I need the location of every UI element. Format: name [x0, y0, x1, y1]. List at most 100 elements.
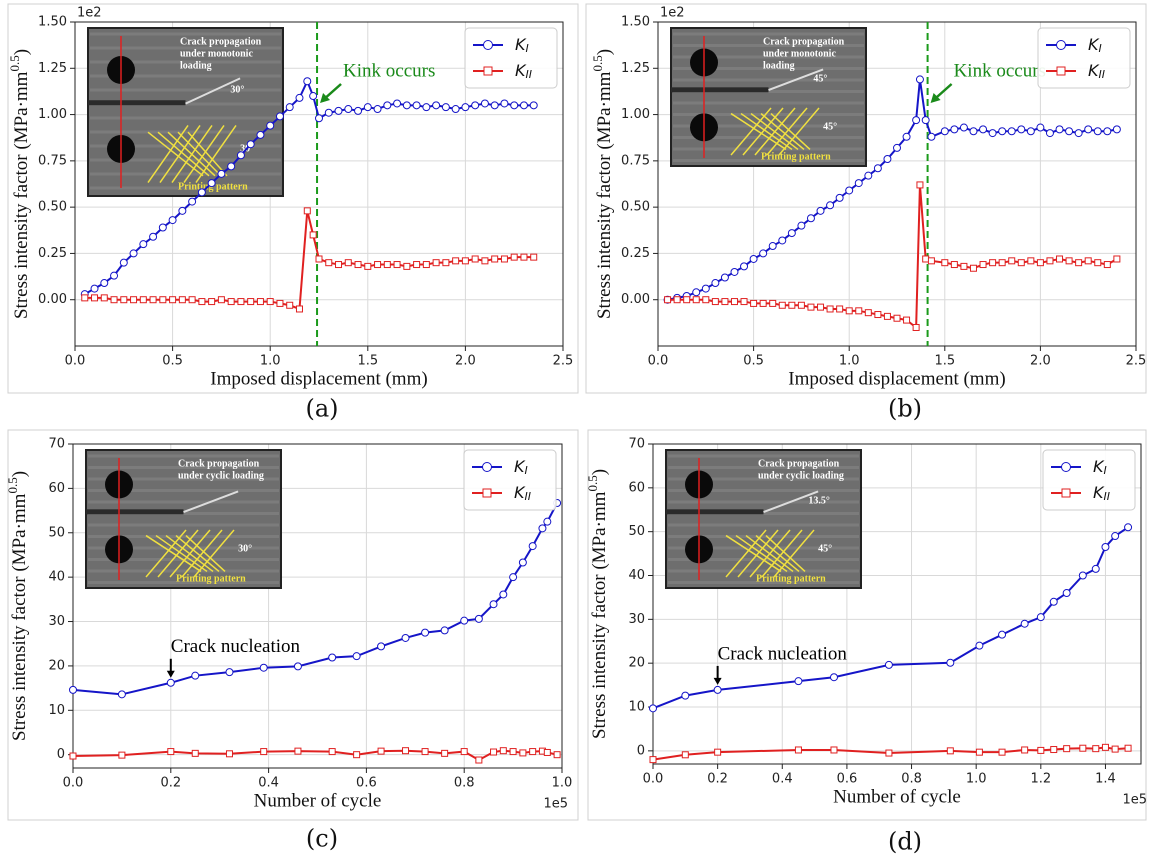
marker — [188, 296, 196, 304]
marker — [998, 748, 1006, 756]
marker — [940, 127, 949, 136]
marker — [1101, 543, 1110, 552]
marker — [178, 296, 186, 304]
marker — [1037, 746, 1045, 754]
marker — [510, 253, 518, 261]
x-tick-label: 1.0 — [839, 354, 860, 369]
marker — [520, 253, 528, 261]
inset-angle: 45° — [818, 544, 832, 555]
marker — [377, 747, 385, 755]
marker — [927, 257, 935, 265]
x-tick-label: 0.2 — [160, 776, 181, 791]
marker — [826, 305, 834, 313]
marker — [950, 125, 959, 134]
x-tick-label: 2.5 — [1126, 354, 1147, 369]
marker — [759, 249, 768, 258]
inset-notch — [86, 509, 184, 515]
inset-pattern — [778, 107, 820, 156]
marker — [883, 155, 892, 164]
x-tick-label: 1.0 — [260, 354, 281, 369]
marker — [129, 249, 138, 258]
legend-label: KI — [1088, 35, 1102, 56]
legend-marker — [483, 66, 493, 76]
marker — [1111, 532, 1120, 541]
marker — [946, 747, 954, 755]
panel-frame — [585, 3, 1147, 394]
marker — [1045, 129, 1054, 138]
inset-pattern — [187, 131, 228, 177]
marker — [1084, 125, 1093, 134]
marker — [344, 259, 352, 267]
marker — [664, 296, 672, 304]
marker — [959, 123, 968, 132]
marker — [188, 197, 197, 206]
y-tick-label: 10 — [628, 700, 645, 715]
marker — [701, 284, 710, 293]
y-tick-label: 70 — [628, 437, 645, 452]
marker — [998, 127, 1007, 136]
legend-label: KII — [514, 483, 531, 504]
marker — [500, 255, 508, 263]
y-tick-label: 30 — [628, 612, 645, 627]
legend-marker — [1056, 40, 1066, 50]
y-tick-label: 1.50 — [621, 15, 650, 30]
marker — [509, 573, 518, 582]
marker — [461, 103, 470, 112]
marker — [711, 298, 719, 306]
marker — [649, 704, 657, 713]
marker — [1112, 125, 1121, 134]
marker — [119, 258, 128, 267]
marker — [902, 132, 911, 141]
legend-marker — [1061, 462, 1071, 472]
marker — [835, 193, 844, 202]
marker — [916, 181, 924, 189]
marker — [681, 691, 690, 700]
marker — [1084, 257, 1092, 265]
legend-box — [1042, 449, 1136, 511]
marker — [1049, 597, 1058, 606]
marker — [969, 264, 977, 272]
marker — [225, 668, 234, 677]
marker — [1026, 127, 1035, 136]
inset-caption: Crack propagation — [758, 458, 840, 469]
marker — [979, 125, 988, 134]
marker — [873, 164, 882, 173]
marker — [730, 298, 738, 306]
marker — [1113, 255, 1121, 263]
legend-marker — [1056, 66, 1066, 76]
marker — [315, 255, 323, 263]
marker — [403, 262, 411, 270]
y-tick-label: 1.00 — [38, 107, 67, 122]
inset-pattern — [155, 534, 208, 573]
marker — [402, 101, 411, 110]
y-tick-label: 60 — [628, 480, 645, 495]
marker — [237, 298, 245, 306]
marker — [100, 294, 108, 302]
inset-pattern — [177, 131, 222, 177]
legend-box — [464, 27, 558, 89]
inset-crack — [183, 490, 239, 514]
marker — [393, 99, 402, 108]
marker — [730, 267, 739, 276]
marker — [197, 188, 206, 197]
marker — [309, 231, 317, 239]
marker — [543, 517, 552, 526]
plot-area — [74, 21, 564, 347]
marker — [315, 114, 323, 123]
inset-angle: 45° — [823, 122, 837, 133]
marker — [413, 261, 421, 269]
y-tick-label: 30 — [48, 614, 65, 629]
inset-pattern-label: Printing pattern — [756, 573, 826, 584]
y-tick-label: 0.50 — [38, 200, 67, 215]
marker — [110, 296, 118, 304]
marker — [1094, 259, 1102, 267]
inset-pattern — [185, 535, 226, 572]
y-axis-label-part: 0.5 — [585, 475, 600, 491]
marker — [421, 628, 430, 637]
y-axis-label-part: Stress intensity factor (MPa·mm — [9, 493, 30, 741]
marker — [874, 311, 882, 319]
marker — [275, 112, 284, 121]
marker — [130, 296, 138, 304]
annotation: Crack nucleation — [171, 636, 301, 657]
